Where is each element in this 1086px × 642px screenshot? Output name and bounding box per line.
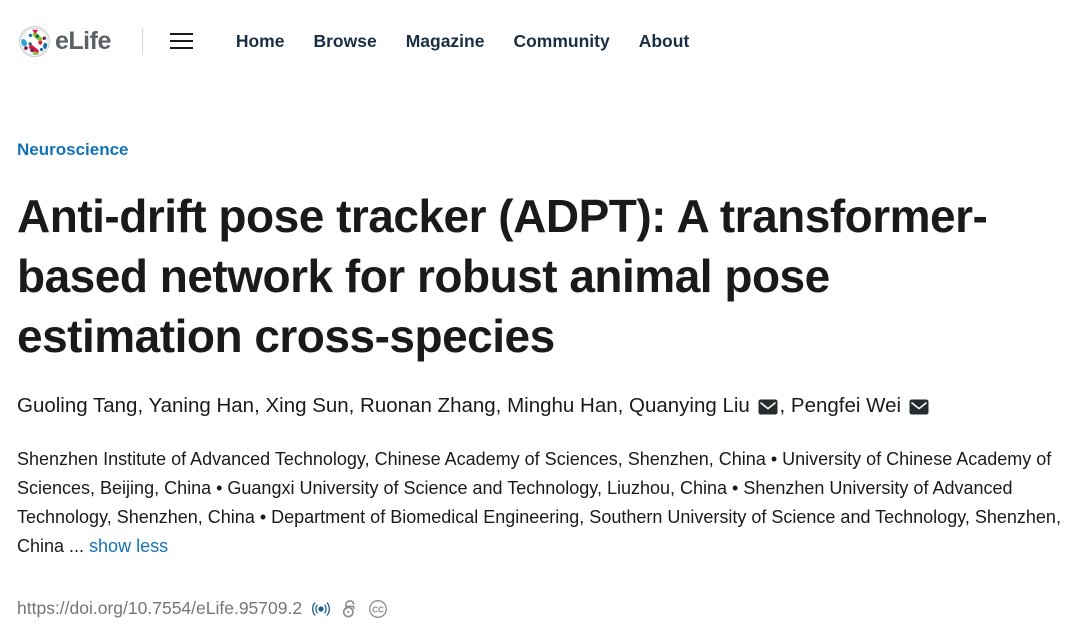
svg-text:CC: CC <box>372 605 384 614</box>
